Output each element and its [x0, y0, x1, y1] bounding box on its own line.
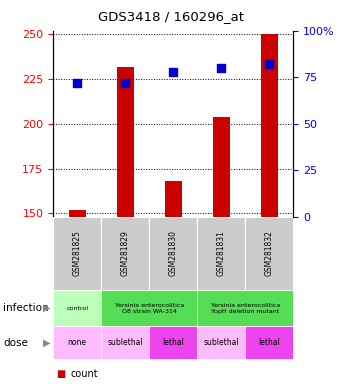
Bar — [101, 326, 149, 359]
Text: count: count — [70, 369, 98, 379]
Text: lethal: lethal — [258, 338, 280, 347]
Text: GSM281830: GSM281830 — [169, 230, 178, 276]
Point — [122, 80, 128, 86]
Bar — [245, 217, 293, 290]
Bar — [53, 326, 101, 359]
Point — [218, 65, 224, 71]
Text: ▶: ▶ — [43, 303, 50, 313]
Bar — [53, 217, 101, 290]
Bar — [197, 326, 245, 359]
Point — [74, 80, 80, 86]
Bar — [117, 66, 134, 217]
Text: sublethal: sublethal — [203, 338, 239, 347]
Bar — [165, 181, 182, 217]
Text: Yersinia enterocolitica
O8 strain WA-314: Yersinia enterocolitica O8 strain WA-314 — [115, 303, 184, 314]
Text: sublethal: sublethal — [107, 338, 143, 347]
Bar — [101, 217, 149, 290]
Text: dose: dose — [3, 338, 28, 348]
Text: none: none — [68, 338, 87, 347]
Bar — [101, 290, 197, 326]
Text: GSM281831: GSM281831 — [217, 230, 226, 276]
Point — [170, 69, 176, 75]
Bar — [261, 34, 278, 217]
Text: GSM281829: GSM281829 — [121, 230, 130, 276]
Text: GSM281825: GSM281825 — [73, 230, 82, 276]
Text: infection: infection — [3, 303, 49, 313]
Point — [267, 61, 272, 67]
Text: GSM281832: GSM281832 — [265, 230, 274, 276]
Text: control: control — [66, 306, 88, 311]
Text: Yersinia enterocolitica
YopH deletion mutant: Yersinia enterocolitica YopH deletion mu… — [211, 303, 280, 314]
Bar — [197, 217, 245, 290]
Bar — [245, 326, 293, 359]
Text: GDS3418 / 160296_at: GDS3418 / 160296_at — [98, 10, 245, 23]
Bar — [149, 326, 197, 359]
Text: lethal: lethal — [162, 338, 184, 347]
Bar — [197, 290, 293, 326]
Text: ■: ■ — [57, 369, 66, 379]
Bar — [69, 210, 86, 217]
Bar — [149, 217, 197, 290]
Bar — [213, 117, 230, 217]
Bar — [53, 290, 101, 326]
Text: ▶: ▶ — [43, 338, 50, 348]
